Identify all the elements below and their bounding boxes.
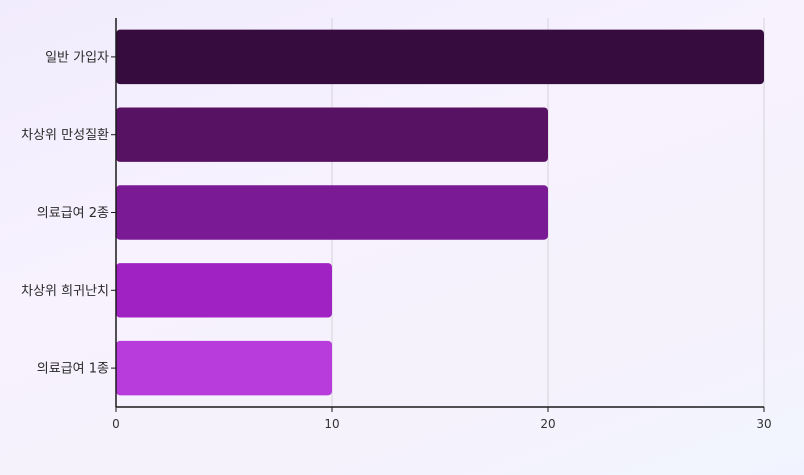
category-label-2: 의료급여 2종 [37,206,109,221]
x-tick-label-3: 30 [756,417,771,431]
bar-2[interactable] [116,185,548,240]
category-label-3: 차상위 희귀난치 [21,284,109,299]
bars [116,29,764,396]
axes [111,18,765,412]
x-tick-label-2: 20 [540,417,555,431]
x-tick-label-1: 10 [324,417,339,431]
bar-1[interactable] [116,107,548,162]
x-tick-label-0: 0 [112,417,120,431]
bar-3[interactable] [116,263,332,318]
category-label-0: 일반 가입자 [45,50,109,65]
bar-0[interactable] [116,29,764,85]
category-label-4: 의료급여 1종 [37,362,109,377]
category-label-1: 차상위 만성질환 [21,128,109,143]
bar-4[interactable] [116,340,332,396]
